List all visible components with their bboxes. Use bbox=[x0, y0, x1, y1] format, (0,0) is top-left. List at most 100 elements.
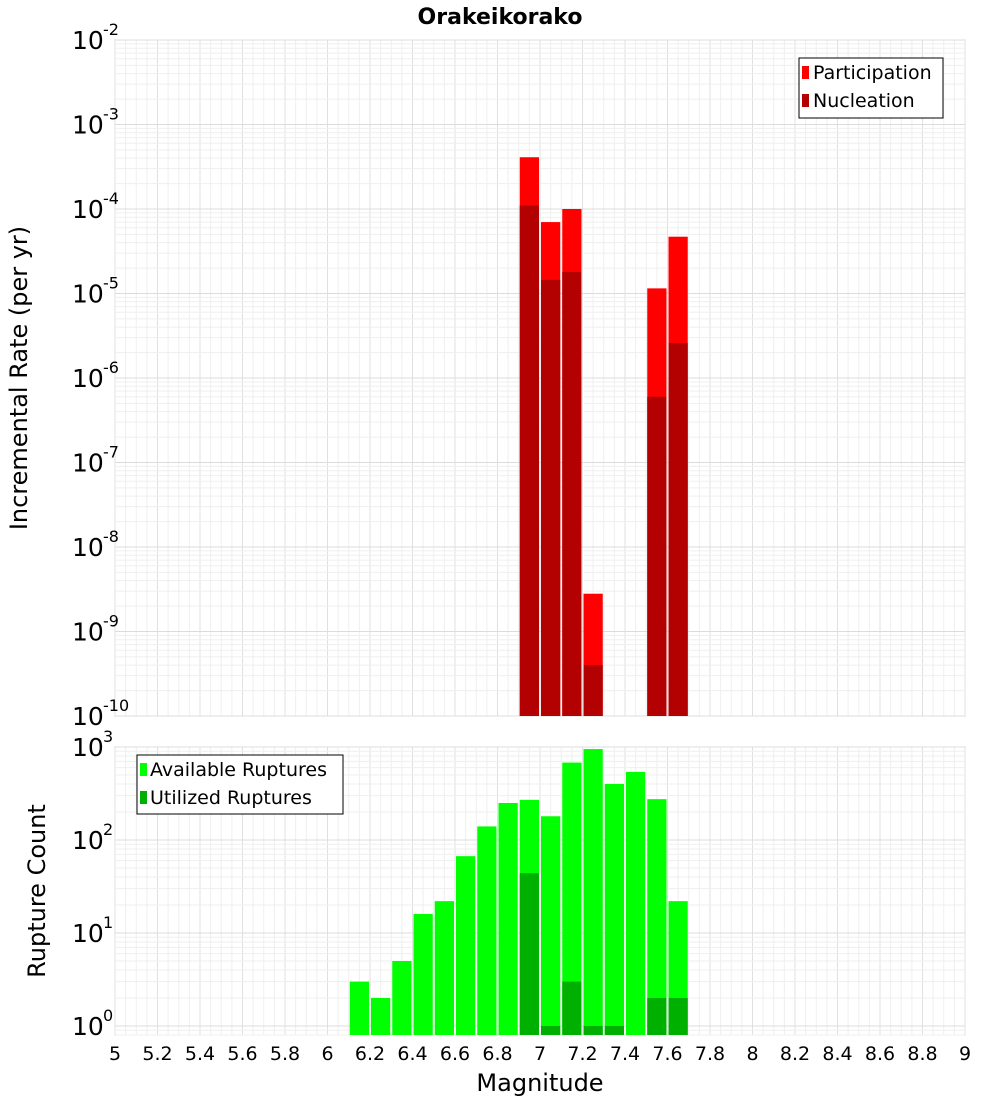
count-bar-utilized-ruptures bbox=[583, 1025, 603, 1035]
x-tick-label: 7.4 bbox=[610, 1043, 640, 1065]
svg-text:-5: -5 bbox=[103, 274, 119, 293]
x-tick-label: 8.8 bbox=[907, 1043, 937, 1065]
count-bar-available-ruptures bbox=[413, 914, 433, 1035]
svg-text:-9: -9 bbox=[103, 612, 119, 631]
count-bar-utilized-ruptures bbox=[519, 873, 539, 1035]
count-bar-available-ruptures bbox=[371, 997, 391, 1035]
rate-bar-nucleation bbox=[583, 665, 603, 716]
count-legend-box bbox=[136, 754, 344, 815]
x-tick-label: 5.6 bbox=[227, 1043, 257, 1065]
participation-legend-label: Participation bbox=[813, 62, 932, 84]
count-bar-available-ruptures bbox=[456, 856, 476, 1035]
rate-bar-nucleation bbox=[562, 271, 582, 716]
x-tick-label: 5.8 bbox=[270, 1043, 300, 1065]
svg-text:10: 10 bbox=[72, 618, 104, 647]
x-tick-label: 7.6 bbox=[652, 1043, 682, 1065]
rate-y-tick-label: 10 -2 bbox=[72, 20, 119, 55]
count-bar-available-ruptures bbox=[626, 771, 646, 1035]
count-bars bbox=[349, 749, 688, 1035]
x-tick-label: 6 bbox=[321, 1043, 333, 1065]
count-bar-available-ruptures bbox=[562, 762, 582, 1035]
count-bar-utilized-ruptures bbox=[668, 997, 688, 1035]
svg-text:0: 0 bbox=[103, 1006, 113, 1025]
x-tick-label: 5.4 bbox=[185, 1043, 215, 1065]
x-tick-label: 5 bbox=[109, 1043, 121, 1065]
rate-bar-nucleation bbox=[668, 342, 688, 716]
svg-text:3: 3 bbox=[103, 727, 113, 746]
rate-y-tick-label: 10 -9 bbox=[72, 612, 119, 647]
svg-text:10: 10 bbox=[72, 826, 104, 855]
svg-text:10: 10 bbox=[72, 111, 104, 140]
rate-legend-box bbox=[798, 57, 944, 119]
count-y-tick-label: 10 0 bbox=[72, 1006, 113, 1041]
x-tick-label: 6.8 bbox=[482, 1043, 512, 1065]
svg-text:-7: -7 bbox=[103, 443, 119, 462]
count-bar-available-ruptures bbox=[498, 802, 518, 1035]
svg-text:10: 10 bbox=[72, 733, 104, 762]
svg-text:2: 2 bbox=[103, 820, 113, 839]
x-tick-label: 7.8 bbox=[695, 1043, 725, 1065]
svg-text:-10: -10 bbox=[103, 696, 129, 715]
x-tick-label: 8 bbox=[746, 1043, 758, 1065]
x-tick-label: 7.2 bbox=[567, 1043, 597, 1065]
svg-text:10: 10 bbox=[72, 702, 104, 731]
x-tick-label: 8.2 bbox=[780, 1043, 810, 1065]
rate-bar-nucleation bbox=[647, 396, 667, 716]
count-y-tick-label: 10 1 bbox=[72, 913, 113, 948]
svg-text:-4: -4 bbox=[103, 189, 119, 208]
participation-legend-swatch bbox=[802, 66, 809, 79]
rate-y-tick-label: 10 -5 bbox=[72, 274, 119, 309]
svg-text:10: 10 bbox=[72, 280, 104, 309]
count-bar-utilized-ruptures bbox=[541, 1025, 561, 1035]
chart-title: Orakeikorako bbox=[418, 5, 583, 30]
x-tick-label: 5.2 bbox=[142, 1043, 172, 1065]
svg-text:10: 10 bbox=[72, 533, 104, 562]
available-legend-label: Available Ruptures bbox=[150, 759, 327, 781]
rate-bars bbox=[519, 157, 688, 717]
svg-text:10: 10 bbox=[72, 26, 104, 55]
count-bar-available-ruptures bbox=[583, 749, 603, 1035]
svg-text:-2: -2 bbox=[103, 20, 119, 39]
nucleation-legend-swatch bbox=[802, 94, 809, 107]
count-legend: Available Ruptures Utilized Ruptures bbox=[136, 754, 344, 815]
svg-text:-3: -3 bbox=[103, 105, 119, 124]
count-bar-available-ruptures bbox=[349, 981, 369, 1035]
count-bar-available-ruptures bbox=[392, 960, 412, 1035]
svg-text:10: 10 bbox=[72, 919, 104, 948]
rate-legend: Participation Nucleation bbox=[798, 57, 944, 119]
rate-y-tick-label: 10 -4 bbox=[72, 189, 119, 224]
nucleation-legend-label: Nucleation bbox=[813, 90, 915, 112]
count-bar-available-ruptures bbox=[647, 799, 667, 1035]
x-tick-label: 8.4 bbox=[822, 1043, 852, 1065]
rate-y-tick-label: 10 -7 bbox=[72, 443, 119, 478]
count-y-tick-label: 10 3 bbox=[72, 727, 113, 762]
count-bar-utilized-ruptures bbox=[604, 1025, 624, 1035]
count-bar-available-ruptures bbox=[477, 826, 497, 1035]
rate-y-axis-label: Incremental Rate (per yr) bbox=[5, 226, 33, 530]
svg-text:10: 10 bbox=[72, 364, 104, 393]
count-grid bbox=[114, 746, 966, 1036]
rate-bar-nucleation bbox=[541, 279, 561, 716]
svg-text:10: 10 bbox=[72, 1012, 104, 1041]
svg-text:-8: -8 bbox=[103, 527, 119, 546]
svg-text:10: 10 bbox=[72, 449, 104, 478]
count-bar-utilized-ruptures bbox=[647, 997, 667, 1035]
x-tick-label: 7 bbox=[534, 1043, 546, 1065]
x-tick-label: 9 bbox=[959, 1043, 971, 1065]
rate-bar-nucleation bbox=[519, 205, 539, 716]
count-y-axis-label: Rupture Count bbox=[23, 804, 51, 978]
rate-y-tick-label: 10 -6 bbox=[72, 358, 119, 393]
count-bar-available-ruptures bbox=[541, 816, 561, 1035]
x-tick-label: 6.6 bbox=[440, 1043, 470, 1065]
rate-grid bbox=[114, 39, 966, 717]
count-y-tick-label: 10 2 bbox=[72, 820, 113, 855]
rate-y-tick-label: 10 -10 bbox=[72, 696, 129, 731]
x-tick-label: 8.6 bbox=[865, 1043, 895, 1065]
svg-text:10: 10 bbox=[72, 195, 104, 224]
utilized-legend-swatch bbox=[140, 791, 147, 804]
available-legend-swatch bbox=[140, 763, 147, 776]
